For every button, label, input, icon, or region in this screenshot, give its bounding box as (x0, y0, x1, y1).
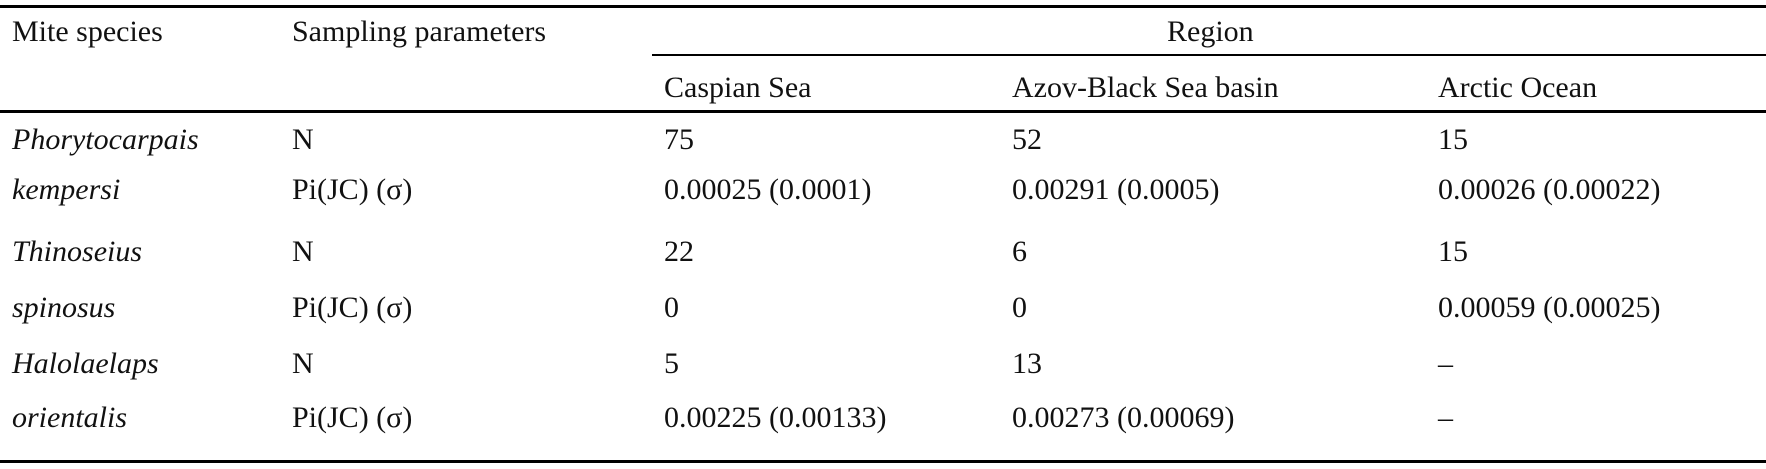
table-top-rule (0, 5, 1766, 8)
param-pi: Pi(JC) (σ) (292, 291, 413, 324)
pi-caspian: 0 (664, 291, 679, 324)
pi-caspian: 0.00025 (0.0001) (664, 173, 872, 206)
n-arctic: – (1438, 347, 1453, 380)
n-caspian: 5 (664, 347, 679, 380)
header-region-group: Region (1167, 15, 1254, 48)
header-region-azov-black: Azov-Black Sea basin (1012, 71, 1279, 104)
param-n: N (292, 347, 314, 380)
n-caspian: 75 (664, 123, 694, 156)
pi-caspian: 0.00225 (0.00133) (664, 401, 887, 434)
pi-arctic: 0.00059 (0.00025) (1438, 291, 1661, 324)
n-azov-black: 52 (1012, 123, 1042, 156)
header-region-arctic: Arctic Ocean (1438, 71, 1598, 104)
species-name-line1: Halolaelaps (12, 347, 159, 380)
pi-azov-black: 0.00291 (0.0005) (1012, 173, 1220, 206)
n-arctic: 15 (1438, 235, 1468, 268)
param-n: N (292, 123, 314, 156)
species-name-line2: orientalis (12, 401, 128, 434)
species-name-line2: spinosus (12, 291, 116, 324)
param-n: N (292, 235, 314, 268)
species-name-line1: Thinoseius (12, 235, 143, 268)
n-azov-black: 13 (1012, 347, 1042, 380)
param-pi: Pi(JC) (σ) (292, 401, 413, 434)
pi-azov-black: 0 (1012, 291, 1027, 324)
table-bottom-rule (0, 460, 1766, 463)
header-mite-species: Mite species (12, 15, 163, 48)
header-region-caspian: Caspian Sea (664, 71, 812, 104)
pi-arctic: – (1438, 401, 1453, 434)
species-name-line1: Phorytocarpais (12, 123, 199, 156)
pi-azov-black: 0.00273 (0.00069) (1012, 401, 1235, 434)
header-bottom-rule (0, 110, 1766, 113)
param-pi: Pi(JC) (σ) (292, 173, 413, 206)
n-arctic: 15 (1438, 123, 1468, 156)
species-name-line2: kempersi (12, 173, 121, 206)
n-azov-black: 6 (1012, 235, 1027, 268)
region-underline-rule (652, 54, 1766, 56)
pi-arctic: 0.00026 (0.00022) (1438, 173, 1661, 206)
n-caspian: 22 (664, 235, 694, 268)
header-sampling-parameters: Sampling parameters (292, 15, 547, 48)
